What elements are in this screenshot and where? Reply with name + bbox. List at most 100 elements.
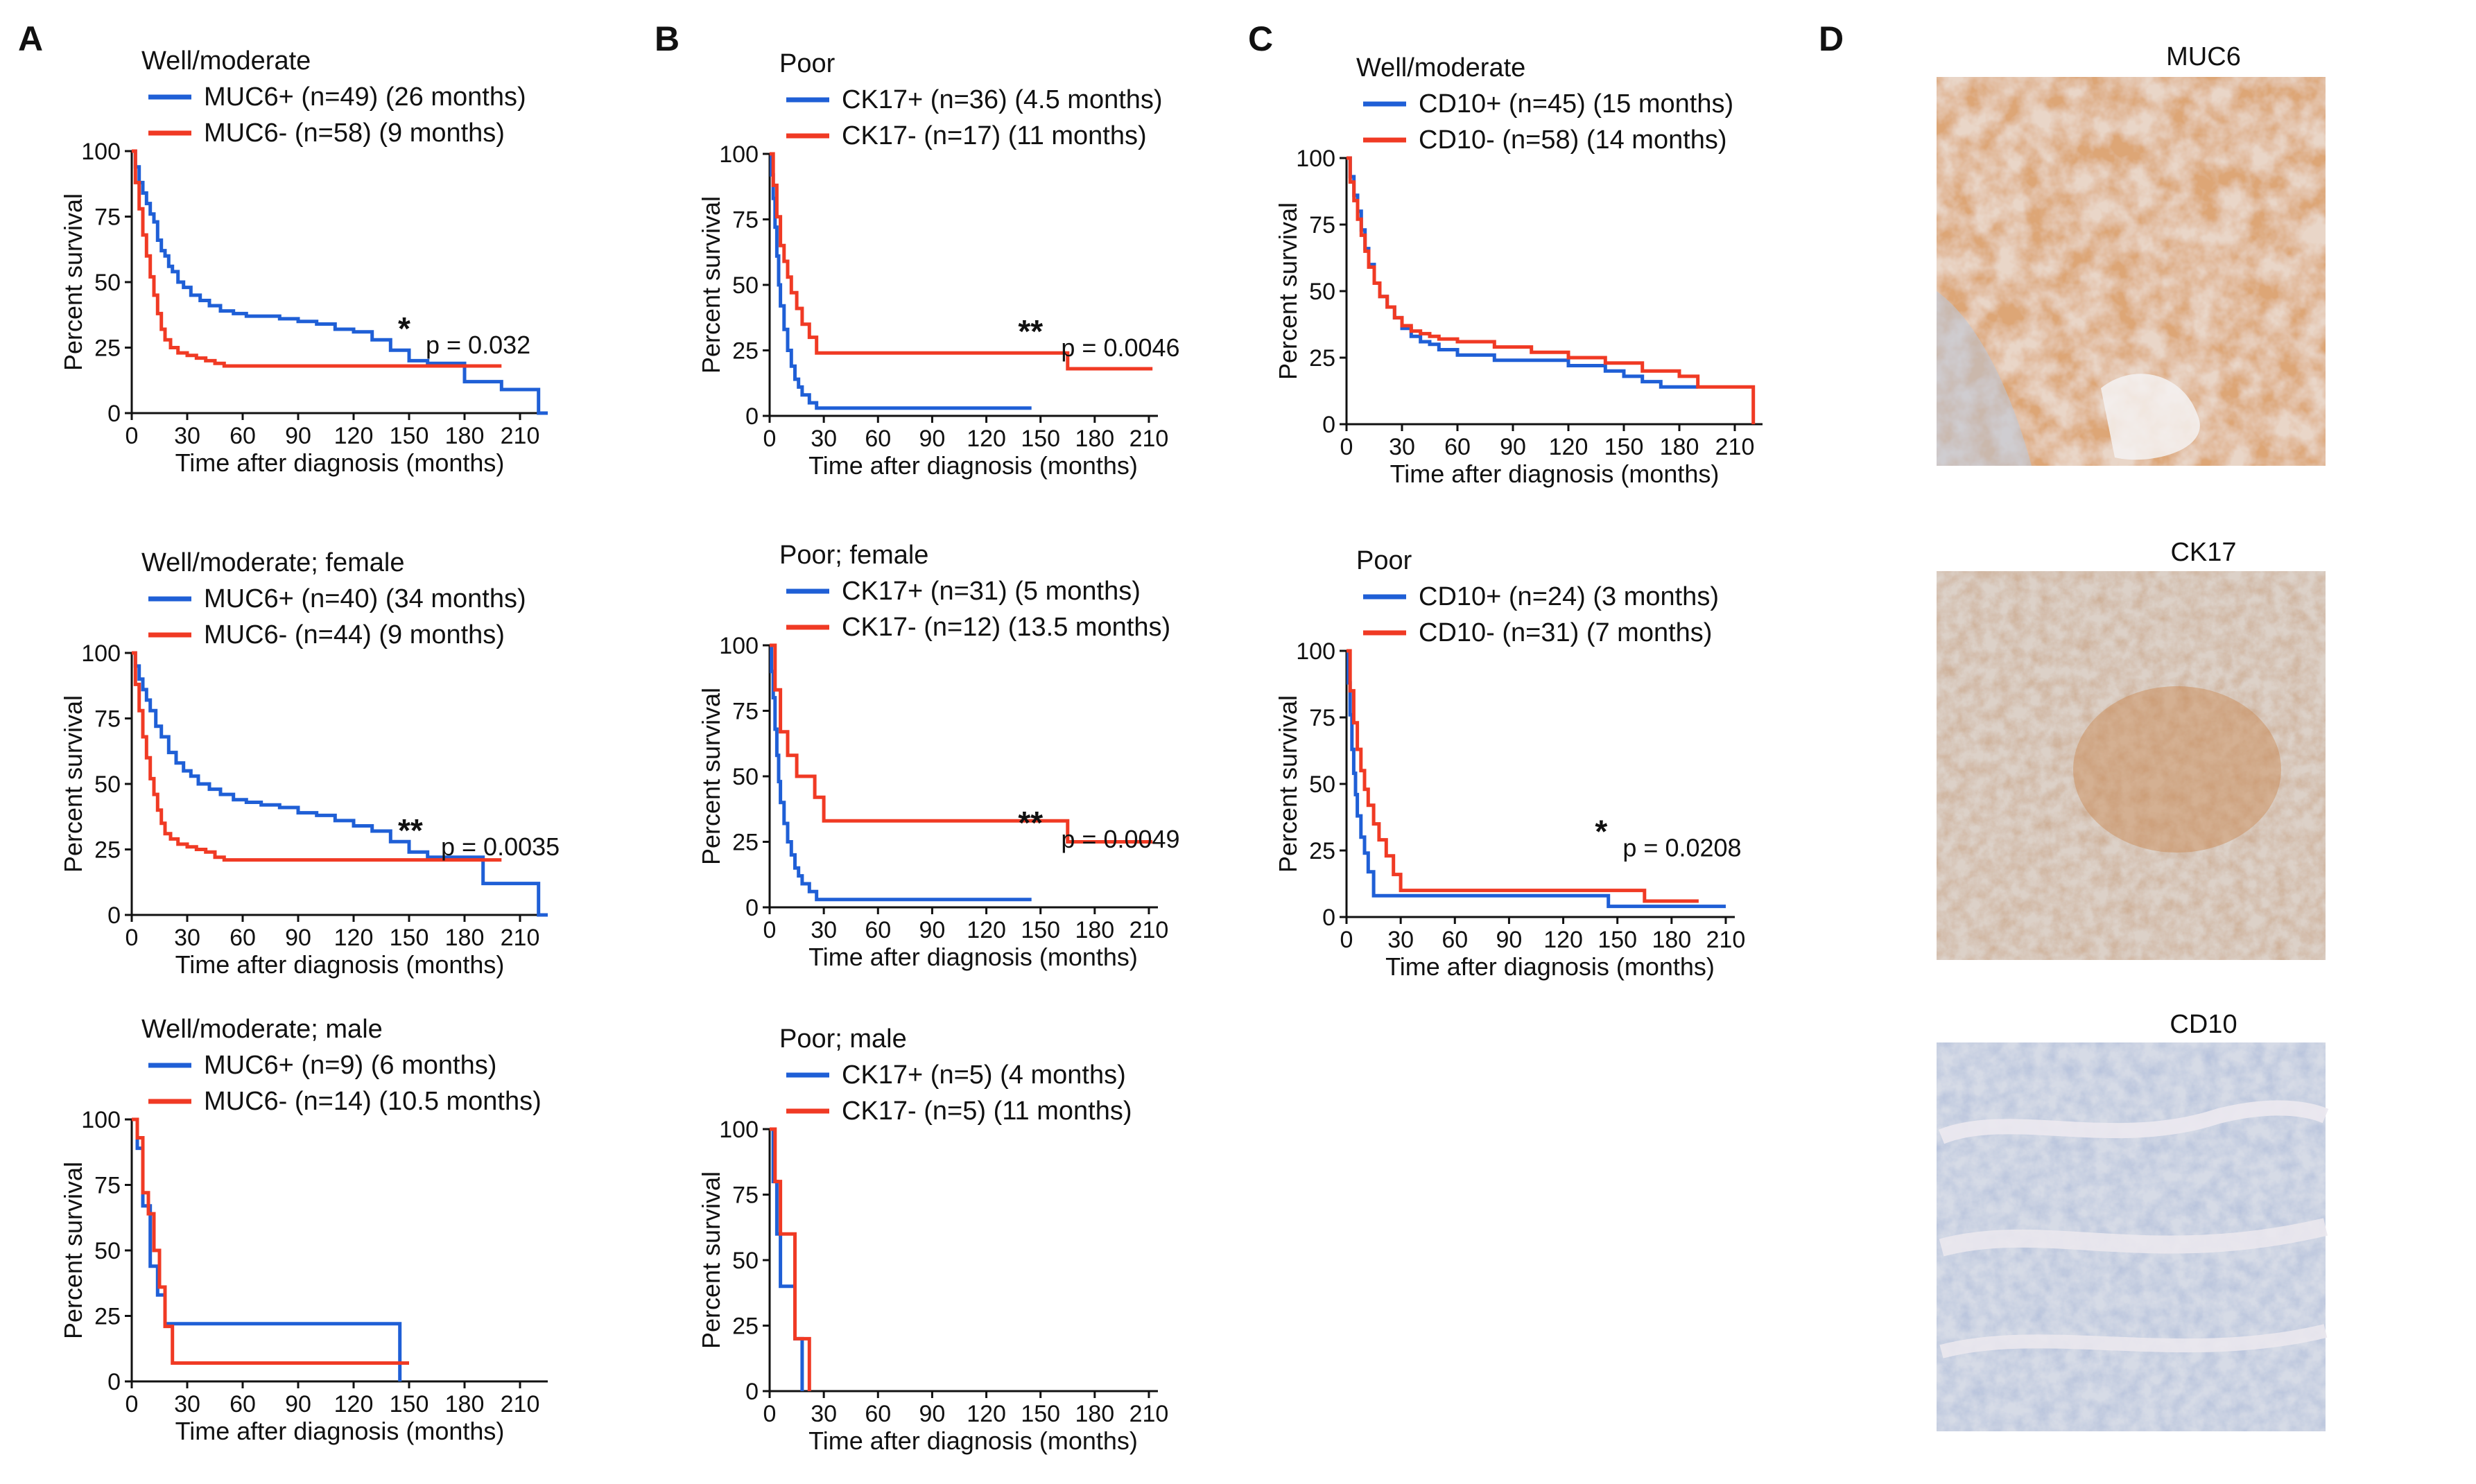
y-tick-label: 50 (732, 764, 759, 790)
y-tick-label: 75 (94, 706, 121, 733)
chart-title: Well/moderate (1356, 53, 1525, 82)
x-tick-label: 60 (230, 925, 256, 951)
legend-label: MUC6+ (n=40) (34 months) (204, 584, 526, 613)
ihc-image-ck17 (1937, 571, 2326, 960)
legend-label: MUC6- (n=14) (10.5 months) (204, 1087, 542, 1116)
x-axis-label: Time after diagnosis (months) (175, 448, 505, 477)
x-axis-label: Time after diagnosis (months) (175, 950, 505, 979)
x-tick-label: 180 (1075, 1401, 1114, 1427)
x-tick-label: 30 (1387, 927, 1414, 953)
y-tick-label: 75 (732, 207, 759, 234)
x-tick-label: 180 (1652, 927, 1691, 953)
x-tick-label: 30 (174, 925, 200, 951)
y-tick-label: 25 (732, 830, 759, 856)
x-axis-label: Time after diagnosis (months) (808, 451, 1138, 480)
x-tick-label: 60 (230, 423, 256, 449)
y-tick-label: 50 (94, 1238, 121, 1264)
x-tick-label: 120 (967, 426, 1006, 452)
survival-curve-positive (1347, 649, 1726, 909)
significance-stars: ** (398, 812, 423, 848)
x-tick-label: 210 (501, 925, 540, 951)
x-tick-label: 90 (919, 917, 946, 943)
x-tick-label: 150 (1021, 1401, 1060, 1427)
x-tick-label: 180 (1075, 426, 1114, 452)
significance-stars: * (398, 311, 410, 347)
y-tick-label: 0 (745, 403, 759, 430)
legend-label: CK17+ (n=36) (4.5 months) (842, 85, 1163, 114)
y-axis-label: Percent survival (59, 695, 87, 873)
y-axis-label: Percent survival (59, 1162, 87, 1339)
chart-title: Poor (1356, 546, 1412, 575)
km-chart-ck17-poor-male: 0 30 60 90 120 150 180 210 0 25 50 75 100 Time after … (697, 1024, 1168, 1455)
y-tick-label: 0 (107, 902, 121, 929)
panel-label-b: B (655, 19, 679, 58)
x-tick-label: 120 (334, 925, 374, 951)
km-chart-cd10-poor: 0 30 60 90 120 150 180 210 0 25 50 75 100 Time after … (1274, 546, 1745, 981)
x-tick-label: 60 (865, 426, 891, 452)
x-tick-label: 120 (967, 917, 1006, 943)
x-tick-label: 30 (811, 1401, 837, 1427)
survival-curve-positive (770, 643, 1032, 902)
x-tick-label: 0 (125, 925, 139, 951)
y-tick-label: 50 (1309, 771, 1335, 798)
survival-curve-negative (1347, 649, 1699, 903)
x-tick-label: 180 (445, 1391, 485, 1417)
x-tick-label: 210 (501, 1391, 540, 1417)
x-tick-label: 210 (1715, 434, 1755, 460)
legend-label: CD10+ (n=24) (3 months) (1419, 582, 1719, 611)
legend-label: CK17+ (n=5) (4 months) (842, 1060, 1126, 1090)
km-chart-ck17-poor: 0 30 60 90 120 150 180 210 0 25 50 75 100 Time after … (697, 49, 1180, 480)
x-tick-label: 90 (285, 925, 311, 951)
y-axis-label: Percent survival (697, 196, 725, 374)
y-tick-label: 50 (732, 1248, 759, 1274)
y-tick-label: 75 (732, 1182, 759, 1209)
chart-title: Poor (779, 49, 836, 78)
y-tick-label: 100 (1296, 638, 1335, 665)
x-tick-label: 60 (865, 917, 891, 943)
survival-curve-negative (770, 643, 1153, 844)
p-value-label: p = 0.0049 (1061, 825, 1179, 853)
survival-curve-positive (132, 149, 548, 415)
y-axis-label: Percent survival (59, 193, 87, 371)
km-chart-muc6-well-moderate: 0 30 60 90 120 150 180 210 0 25 50 75 100 Time after … (59, 46, 548, 477)
panel-label-a: A (18, 19, 43, 58)
y-tick-label: 25 (732, 1313, 759, 1340)
x-tick-label: 30 (174, 1391, 200, 1417)
legend-label: CD10- (n=31) (7 months) (1419, 618, 1712, 647)
x-axis-label: Time after diagnosis (months) (175, 1417, 505, 1445)
x-tick-label: 120 (334, 423, 374, 449)
x-tick-label: 90 (285, 1391, 311, 1417)
y-tick-label: 75 (94, 204, 121, 231)
x-tick-label: 0 (763, 1401, 777, 1427)
y-tick-label: 50 (1309, 279, 1335, 305)
survival-curve-positive (132, 651, 548, 917)
x-tick-label: 90 (919, 426, 946, 452)
y-tick-label: 75 (1309, 705, 1335, 731)
significance-stars: ** (1018, 805, 1043, 841)
y-tick-label: 25 (732, 338, 759, 365)
x-tick-label: 120 (1543, 927, 1583, 953)
legend-label: MUC6- (n=58) (9 months) (204, 119, 505, 148)
km-chart-ck17-poor-female: 0 30 60 90 120 150 180 210 0 25 50 75 100 Time after … (697, 541, 1180, 971)
y-tick-label: 100 (719, 1117, 759, 1143)
y-tick-label: 50 (94, 771, 121, 798)
y-axis-label: Percent survival (697, 688, 725, 865)
y-tick-label: 25 (1309, 345, 1335, 372)
survival-curve-negative (132, 149, 502, 368)
photo-title-muc6: MUC6 (2166, 42, 2241, 71)
survival-curve-negative (132, 651, 502, 862)
survival-curve-positive (1347, 156, 1698, 389)
x-tick-label: 0 (1340, 927, 1353, 953)
x-tick-label: 180 (1660, 434, 1699, 460)
x-tick-label: 60 (230, 1391, 256, 1417)
x-tick-label: 180 (445, 925, 485, 951)
x-tick-label: 0 (125, 1391, 139, 1417)
photo-title-cd10: CD10 (2170, 1010, 2237, 1039)
km-chart-muc6-well-moderate-female: 0 30 60 90 120 150 180 210 0 25 50 75 100 Time after … (59, 548, 560, 979)
x-tick-label: 30 (811, 426, 837, 452)
y-axis-label: Percent survival (697, 1171, 725, 1349)
survival-curve-negative (770, 1127, 811, 1391)
y-tick-label: 25 (94, 837, 121, 864)
y-tick-label: 100 (81, 1107, 121, 1133)
x-tick-label: 60 (1442, 927, 1468, 953)
